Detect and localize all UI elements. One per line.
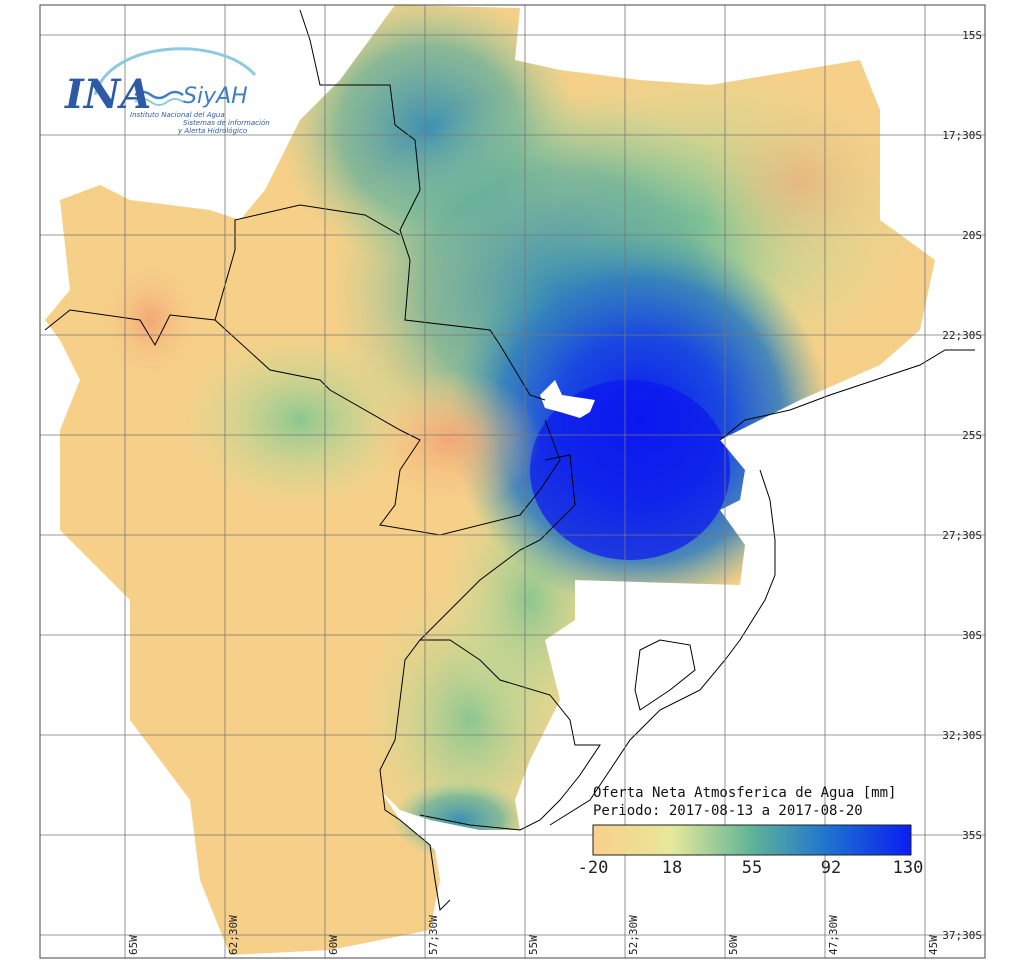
legend-tick-2: 55: [742, 858, 762, 878]
lat-label-7: 32;30S: [942, 729, 982, 742]
legend-title: Oferta Neta Atmosferica de Agua [mm]: [593, 785, 896, 801]
lat-label-9: 37;30S: [942, 929, 982, 942]
legend-tick-3: 92: [821, 858, 841, 878]
lon-labels: 65W 62;30W 60W 57;30W 55W 52;30W 50W 47;…: [127, 915, 940, 955]
ina-logo: INA SiyAH Instituto Nacional del Agua Si…: [64, 47, 270, 135]
lat-label-4: 25S: [962, 429, 982, 442]
graticule: [40, 5, 985, 958]
lat-label-2: 20S: [962, 229, 982, 242]
legend-period: Periodo: 2017-08-13 a 2017-08-20: [593, 803, 863, 819]
lon-label-0: 65W: [127, 935, 140, 955]
legend: Oferta Neta Atmosferica de Agua [mm] Per…: [578, 785, 924, 878]
lon-label-7: 47;30W: [827, 915, 840, 955]
legend-tick-1: 18: [662, 858, 682, 878]
legend-tick-4: 130: [893, 858, 924, 878]
lon-label-3: 57;30W: [427, 915, 440, 955]
lon-label-5: 52;30W: [627, 915, 640, 955]
lon-label-6: 50W: [727, 935, 740, 955]
logo-brand: INA: [64, 71, 151, 118]
lon-label-2: 60W: [327, 935, 340, 955]
lat-label-1: 17;30S: [942, 129, 982, 142]
legend-colorbar: [592, 824, 912, 856]
logo-desc-2: y Alerta Hidrológico: [177, 127, 247, 135]
logo-swoosh-icon: [93, 47, 257, 96]
lat-label-6: 30S: [962, 629, 982, 642]
lat-label-3: 22;30S: [942, 329, 982, 342]
lon-label-4: 55W: [527, 935, 540, 955]
logo-product: SiyAH: [183, 84, 248, 109]
lat-label-5: 27;30S: [942, 529, 982, 542]
no-data-patch: [540, 380, 595, 418]
logo-org: Instituto Nacional del Agua: [130, 111, 225, 119]
logo-desc-1: Sistemas de información: [183, 119, 270, 127]
lon-label-8: 45W: [927, 935, 940, 955]
lat-label-0: 15S: [962, 29, 982, 42]
map-frame: [39, 4, 986, 959]
lat-labels: 15S 17;30S 20S 22;30S 25S 27;30S 30S 32;…: [942, 29, 982, 942]
legend-tick-0: -20: [578, 858, 609, 878]
lon-label-1: 62;30W: [227, 915, 240, 955]
lat-label-8: 35S: [962, 829, 982, 842]
